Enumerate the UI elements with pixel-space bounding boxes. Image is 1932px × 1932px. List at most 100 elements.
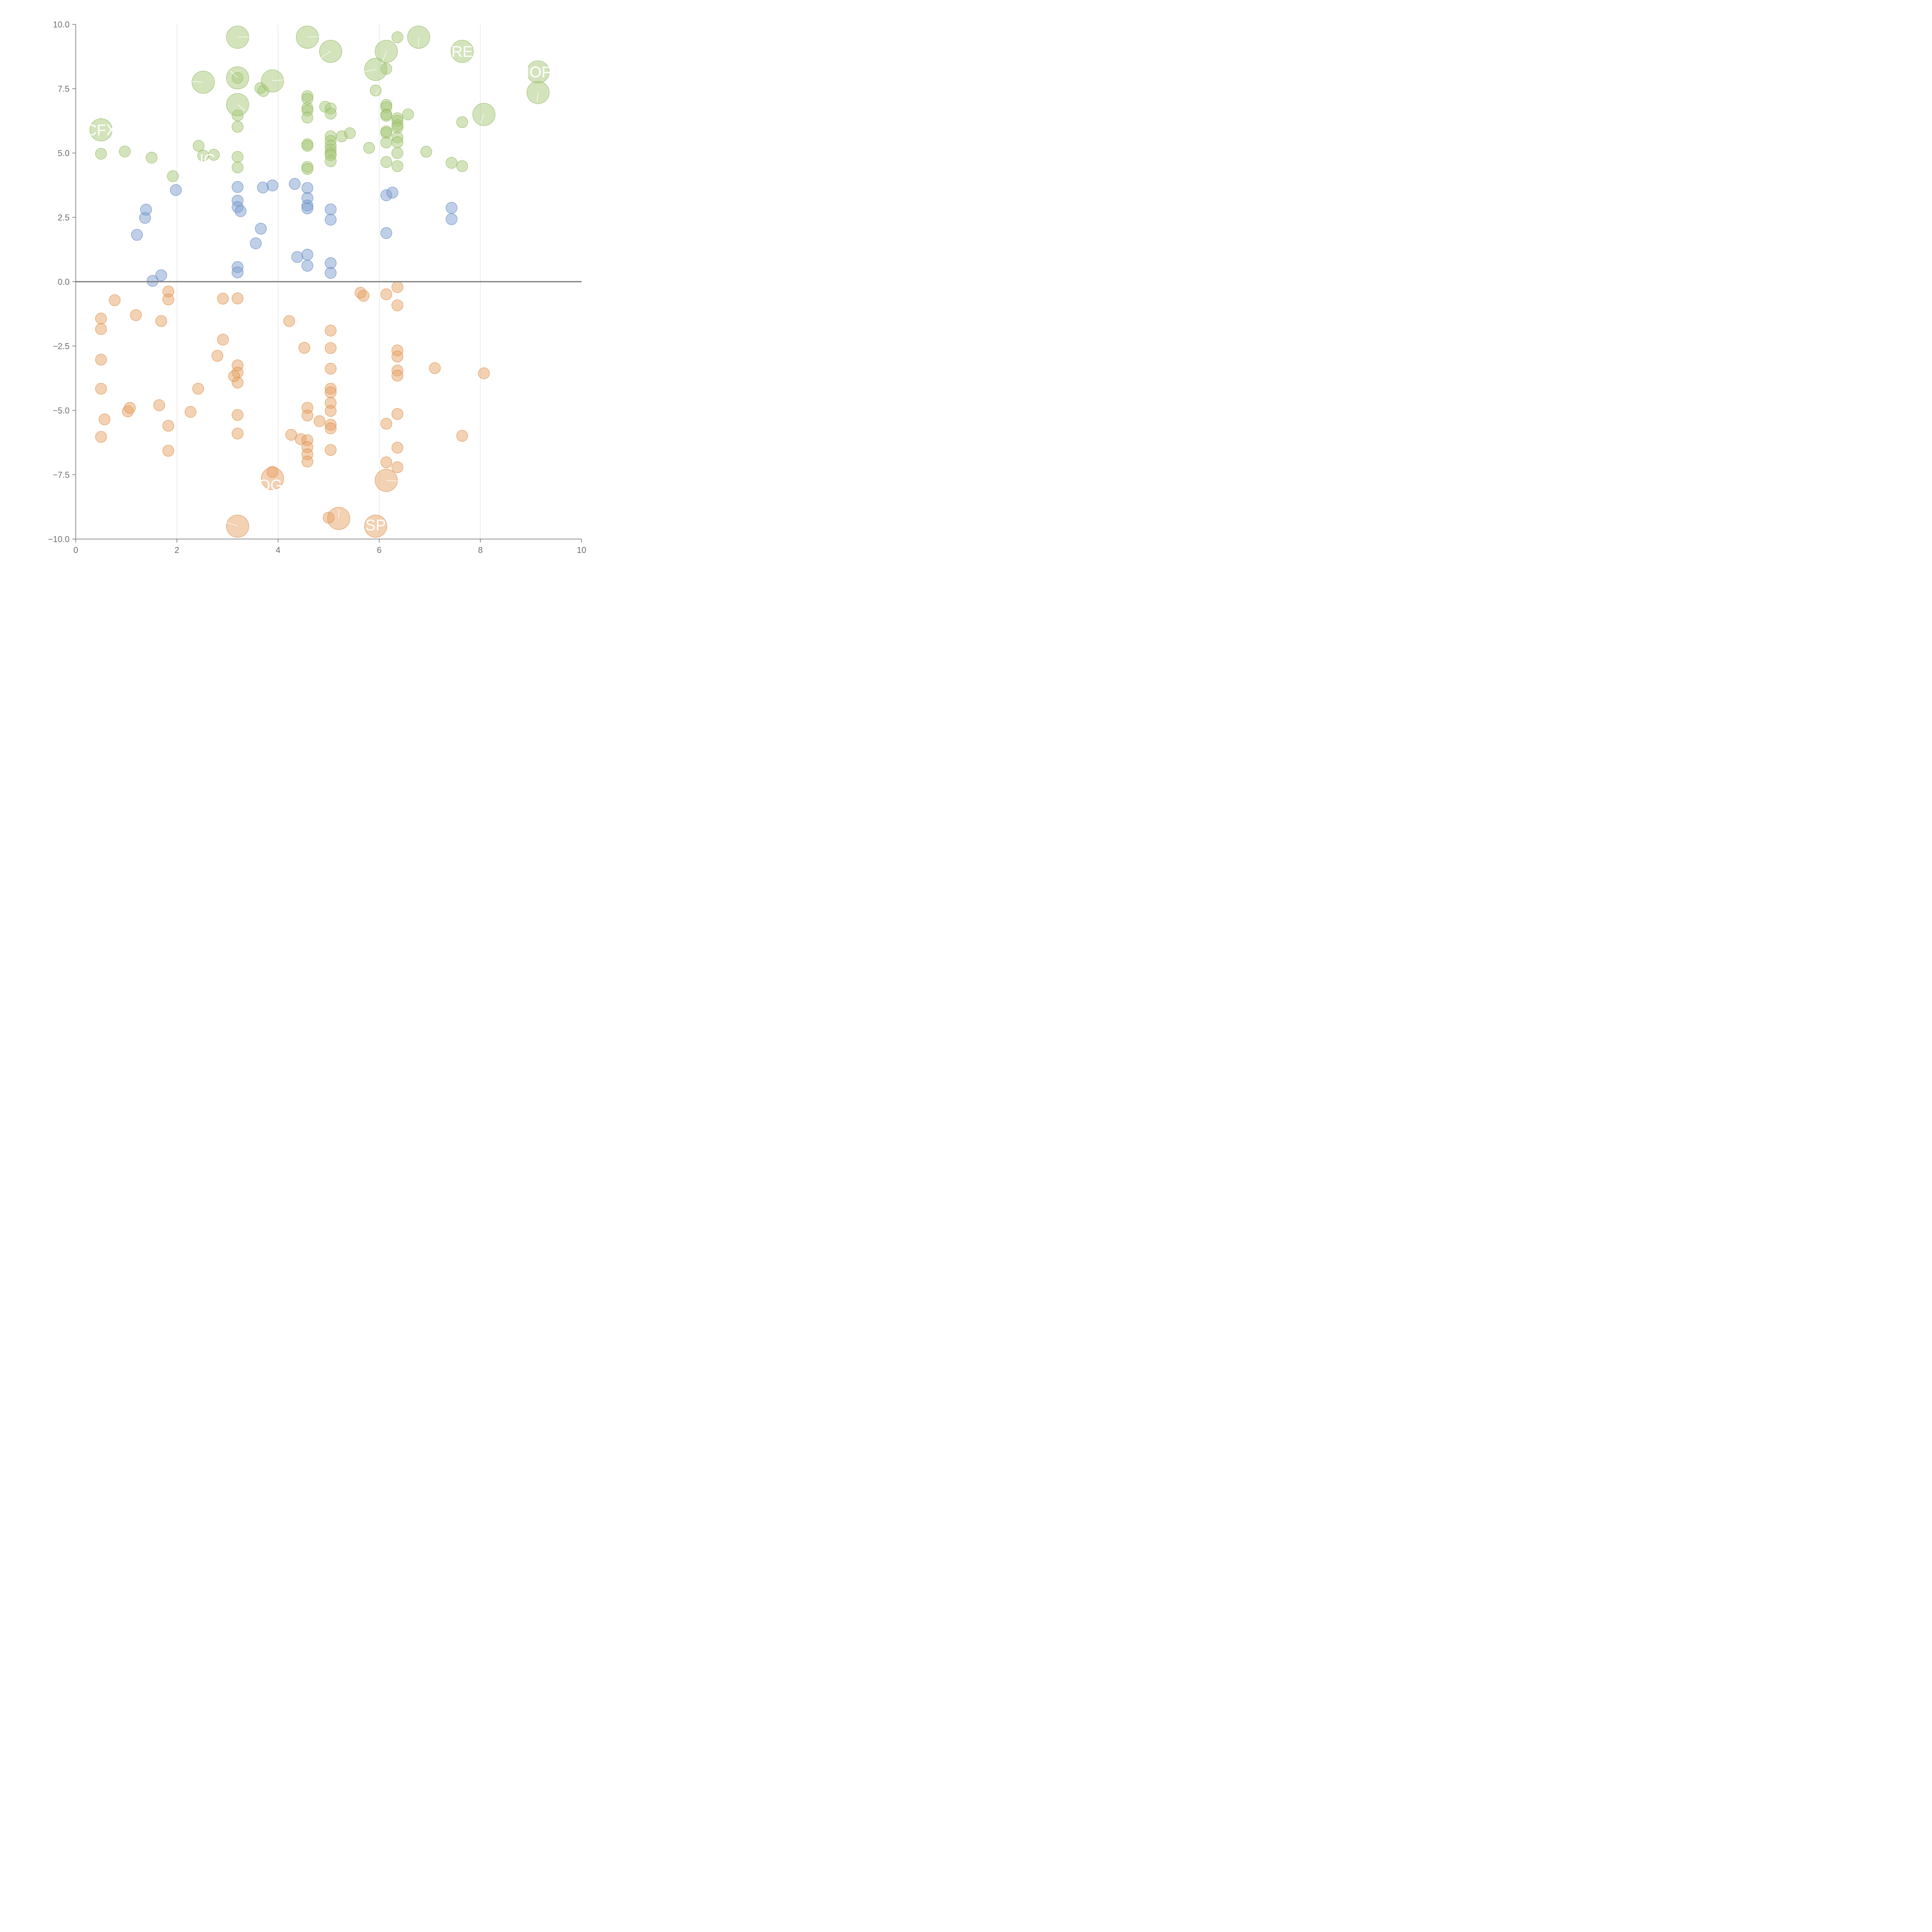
bubble-orange [124, 402, 136, 414]
axes: 10.0 7.5 5.0 2.5 0.0 −2.5 −5.0 −7.5 −10.00 2 4 6 8 10 [48, 20, 586, 555]
bubble-green [325, 107, 337, 120]
bubble-blue [386, 187, 398, 199]
bubble-green [451, 40, 474, 63]
y-tick-label: 7.5 [58, 84, 70, 94]
bubble-orange [325, 362, 337, 375]
y-tick-label: −2.5 [53, 342, 70, 351]
bubble-annotation: C [247, 104, 259, 121]
bubble-chart: 10.07.55.02.50.0−2.5−5.0−7.5−10.00 2 4 6 8 10… [48, 20, 586, 555]
bubble-green [231, 121, 244, 133]
bubble-green [369, 84, 382, 97]
bubble-orange [357, 290, 370, 302]
bubble-green [192, 140, 205, 152]
bubble-green [380, 156, 392, 168]
bubble-blue [231, 266, 244, 279]
bubble-blue [301, 202, 313, 214]
bubble-orange [391, 281, 403, 293]
bubble-blue [235, 205, 247, 217]
bubble-orange [325, 405, 337, 417]
bubble-orange [155, 315, 167, 327]
bubble-annotation: IC [199, 151, 215, 168]
bubble-orange [285, 429, 297, 441]
bubble-orange [325, 342, 337, 354]
bubble-orange [95, 431, 107, 443]
bubble-blue [301, 182, 313, 194]
bubble-orange [109, 294, 121, 306]
bubble-orange [301, 456, 313, 468]
leader-lines [76, 36, 582, 527]
bubble-orange [217, 293, 229, 305]
bubble-green [391, 147, 403, 159]
y-tick-label: −7.5 [53, 470, 70, 480]
bubble-blue [255, 223, 267, 235]
leader-line [537, 92, 539, 102]
bubble-orange [153, 399, 165, 411]
bubble-orange [391, 408, 403, 420]
bubble-orange [231, 409, 244, 421]
leader-line [237, 104, 245, 111]
bubble-annotation: OGI [259, 477, 287, 494]
leader-line [307, 36, 321, 38]
bubble-green [526, 81, 550, 104]
bubble-orange [184, 406, 197, 418]
y-tick-label: 0.0 [58, 277, 70, 287]
bubble-green [325, 155, 337, 167]
bubble-blue [155, 269, 167, 281]
bubble-blue [289, 178, 301, 190]
bubble-orange [313, 415, 326, 427]
bubble-orange [95, 312, 107, 325]
y-tick-label: −10.0 [48, 534, 70, 544]
y-tick-label: 10.0 [53, 20, 70, 29]
bubble-orange [325, 386, 337, 398]
bubble-orange [261, 467, 284, 490]
bubble-green [391, 160, 403, 172]
bubble-green [146, 151, 158, 164]
y-tick-label: 5.0 [58, 148, 70, 158]
bubble-green [402, 108, 414, 121]
bubble-green [446, 157, 457, 169]
bubble-orange [95, 383, 107, 395]
bubble-green [208, 149, 220, 161]
bubble-blue [146, 275, 159, 287]
bubble-green [231, 162, 244, 173]
bubble-green [391, 31, 403, 43]
bubble-green [301, 111, 313, 124]
bubble-blue [131, 229, 143, 241]
x-tick-label: 10 [577, 545, 586, 555]
bubble-blue [231, 181, 244, 193]
x-tick-label: 6 [377, 545, 381, 555]
bubble-blue [380, 227, 392, 239]
bubble-blue [140, 204, 152, 216]
bubble-blue [446, 202, 457, 214]
bubble-orange [211, 350, 223, 362]
bubble-orange [301, 410, 313, 422]
leader-line [321, 51, 331, 58]
bubble-orange [456, 430, 468, 442]
bubble-annotation: RE [451, 43, 473, 60]
x-tick-label: 0 [73, 545, 78, 555]
bubble-green [89, 118, 113, 141]
bubble-green [420, 146, 432, 158]
bubble-orange [231, 427, 244, 440]
bubble-green [456, 116, 468, 128]
bubble-orange [192, 383, 204, 395]
bubble-orange [283, 315, 295, 327]
leader-line [272, 79, 286, 82]
bubble-blue [266, 179, 279, 192]
bubble-blue [325, 267, 337, 279]
bubble-green [119, 145, 131, 158]
bubble-orange [95, 354, 107, 366]
bubble-orange [391, 350, 403, 363]
x-tick-label: 4 [276, 545, 280, 555]
bubble-orange [95, 323, 107, 335]
y-tick-label: −5.0 [53, 406, 70, 415]
bubble-blue [250, 237, 262, 250]
bubble-orange [380, 288, 392, 300]
bubble-orange [391, 461, 403, 473]
bubble-green [301, 163, 313, 175]
bubble-orange [380, 418, 392, 430]
bubble-orange [380, 456, 392, 468]
leader-line [364, 69, 376, 72]
bubble-green [231, 151, 244, 163]
bubble-orange [391, 369, 403, 382]
